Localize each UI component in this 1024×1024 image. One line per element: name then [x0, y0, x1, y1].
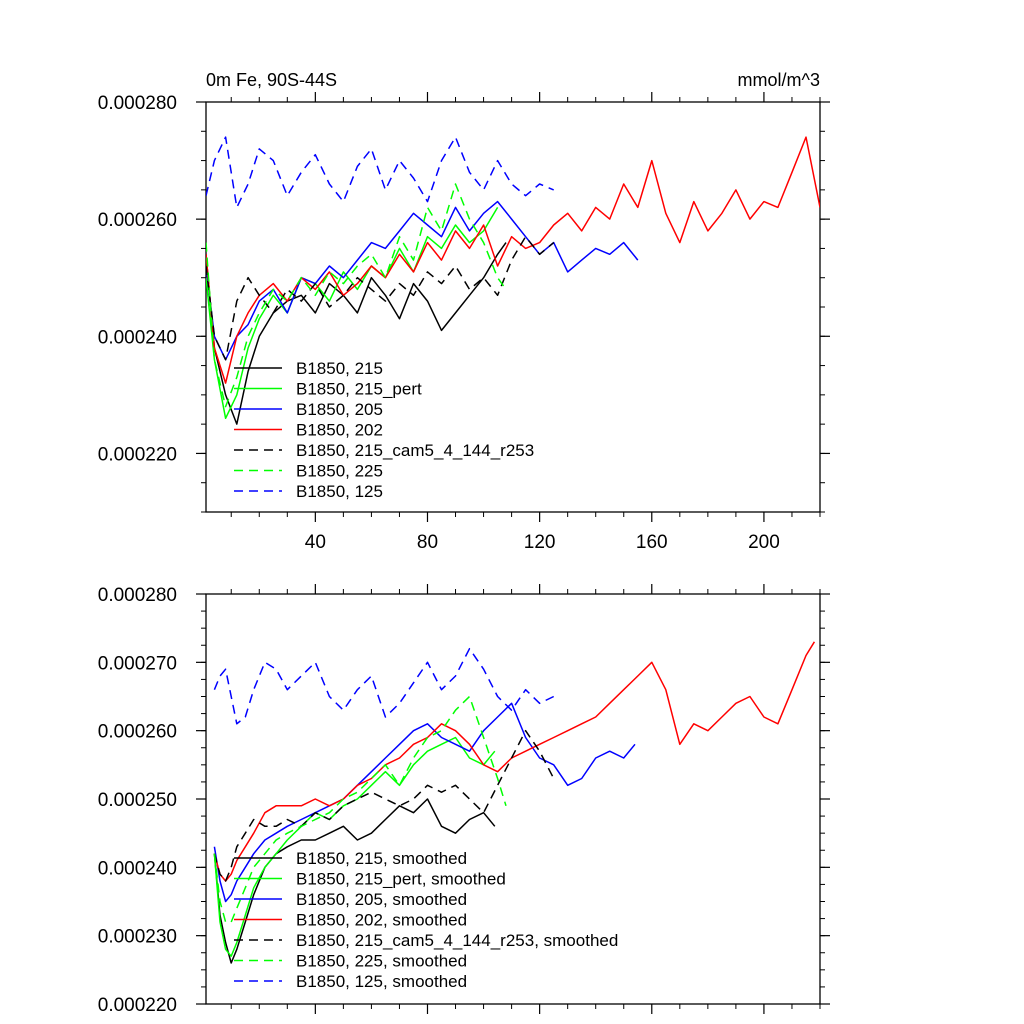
- top-series-line-5: [206, 183, 507, 408]
- bottom-y-tick-label: 0.000260: [98, 722, 177, 743]
- bottom-series-line-6: [213, 647, 555, 725]
- top-panel: 0m Fe, 90S-44S mmol/m^3 40 80 120 160 200 0.0…: [98, 70, 830, 553]
- bottom-legend-label: B1850, 215_cam5_4_144_r253, smoothed: [296, 931, 618, 950]
- top-legend-label: B1850, 215: [296, 359, 383, 378]
- bottom-legend: B1850, 215, smoothed B1850, 215_pert, smo…: [234, 849, 618, 991]
- top-x-tick-label: 120: [524, 532, 556, 553]
- bottom-legend-label: B1850, 225, smoothed: [296, 952, 467, 971]
- bottom-y-tick-label: 0.000220: [98, 995, 177, 1016]
- top-series-line-3: [206, 136, 820, 384]
- top-chart-title: 0m Fe, 90S-44S: [206, 70, 337, 90]
- top-y-tick-label: 0.000260: [98, 210, 177, 231]
- top-series-line-1: [206, 207, 499, 420]
- bottom-legend-label: B1850, 215, smoothed: [296, 849, 467, 868]
- top-legend-label: B1850, 202: [296, 421, 383, 440]
- bottom-legend-label: B1850, 125, smoothed: [296, 972, 467, 991]
- top-y-tick-label: 0.000220: [98, 444, 177, 465]
- bottom-y-tick-label: 0.000270: [98, 653, 177, 674]
- top-x-tick-label: 80: [417, 532, 438, 553]
- bottom-y-tick-label: 0.000250: [98, 790, 177, 811]
- top-chart-units: mmol/m^3: [738, 70, 820, 90]
- bottom-series-line-4: [213, 729, 555, 882]
- top-legend-label: B1850, 215_cam5_4_144_r253: [296, 441, 534, 460]
- top-legend-label: B1850, 215_pert: [296, 380, 422, 399]
- top-legend-label: B1850, 225: [296, 462, 383, 481]
- top-series-group: [206, 136, 820, 425]
- bottom-y-tick-label: 0.000280: [98, 585, 177, 606]
- top-y-tick-label: 0.000280: [98, 93, 177, 114]
- bottom-panel: 0.000220 0.000230 0.000240 0.000250 0.000260…: [98, 584, 830, 1016]
- top-legend-label: B1850, 125: [296, 482, 383, 501]
- top-x-tick-label: 200: [748, 532, 780, 553]
- bottom-series-line-5: [213, 695, 507, 923]
- bottom-series-group: [213, 641, 816, 964]
- top-series-line-0: [206, 242, 507, 425]
- bottom-y-tick-label: 0.000240: [98, 858, 177, 879]
- top-series-line-2: [206, 200, 639, 361]
- bottom-legend-label: B1850, 205, smoothed: [296, 890, 467, 909]
- top-x-tick-label: 160: [636, 532, 668, 553]
- bottom-y-tick-label: 0.000230: [98, 927, 177, 948]
- top-x-tick-label: 40: [305, 532, 326, 553]
- bottom-legend-label: B1850, 202, smoothed: [296, 911, 467, 930]
- bottom-legend-label: B1850, 215_pert, smoothed: [296, 870, 506, 889]
- top-series-line-4: [206, 235, 555, 361]
- bottom-series-line-0: [213, 798, 496, 964]
- top-y-tick-label: 0.000240: [98, 327, 177, 348]
- top-series-line-6: [206, 136, 554, 209]
- bottom-series-line-3: [213, 641, 816, 882]
- top-legend-label: B1850, 205: [296, 400, 383, 419]
